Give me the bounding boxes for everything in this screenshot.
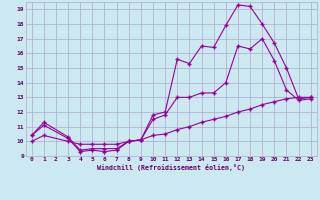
X-axis label: Windchill (Refroidissement éolien,°C): Windchill (Refroidissement éolien,°C) — [97, 164, 245, 171]
